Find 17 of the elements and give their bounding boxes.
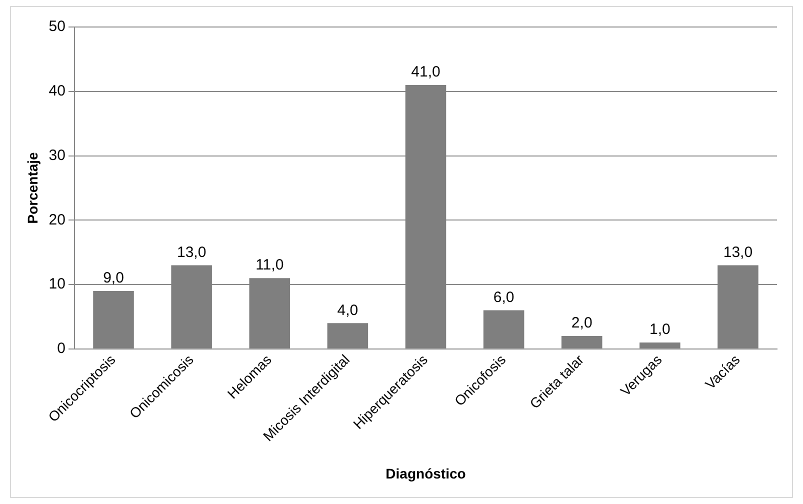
data-label: 6,0 bbox=[493, 288, 514, 306]
data-label: 9,0 bbox=[103, 270, 124, 287]
x-axis-title: Diagnóstico bbox=[386, 465, 466, 482]
data-label: 1,0 bbox=[649, 321, 670, 338]
data-label: 2,0 bbox=[571, 314, 592, 332]
data-label: 13,0 bbox=[176, 244, 206, 261]
y-tick-label: 50 bbox=[48, 18, 66, 36]
data-label: 11,0 bbox=[256, 256, 284, 274]
y-tick-label: 0 bbox=[57, 340, 66, 358]
y-tick-label: 30 bbox=[48, 146, 66, 164]
y-tick-label: 10 bbox=[48, 276, 66, 293]
y-tick-label: 40 bbox=[48, 82, 66, 100]
data-label: 41,0 bbox=[411, 64, 440, 81]
data-label: 13,0 bbox=[723, 244, 753, 261]
data-label: 4,0 bbox=[337, 302, 358, 319]
y-axis-title: Porcentaje bbox=[24, 152, 40, 224]
y-tick-label: 20 bbox=[48, 211, 66, 228]
